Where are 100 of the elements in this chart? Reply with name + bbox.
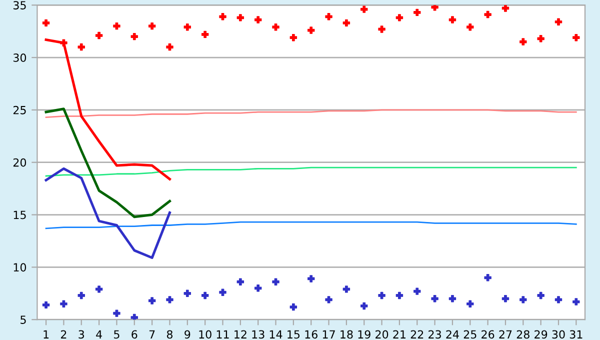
point [520, 296, 527, 304]
point [60, 39, 68, 46]
point [201, 292, 209, 300]
point [148, 22, 156, 30]
point [130, 314, 138, 320]
point [502, 5, 510, 12]
x-tick-label: 20 [376, 330, 388, 339]
point [42, 19, 50, 27]
x-tick-label: 31 [570, 330, 582, 339]
point [484, 10, 492, 18]
point [396, 14, 404, 22]
point [378, 26, 386, 33]
line-series [44, 38, 171, 180]
x-tick-label: 4 [96, 330, 102, 338]
x-tick-label: 9 [184, 330, 190, 339]
line-series [45, 166, 577, 177]
point [113, 310, 120, 317]
x-tick-label: 22 [410, 330, 424, 338]
point [290, 303, 298, 311]
x-tick-label: 3 [78, 330, 84, 339]
point [42, 301, 50, 309]
y-tick-label: 25 [13, 106, 26, 114]
point [60, 300, 68, 308]
y-tick-label: 35 [13, 1, 26, 10]
x-tick-label: 15 [288, 330, 300, 339]
point [113, 22, 120, 30]
point [378, 292, 386, 300]
y-tick-label: 10 [14, 263, 26, 272]
point [342, 19, 350, 27]
point [95, 286, 103, 293]
line-series [44, 167, 171, 259]
point [448, 295, 456, 302]
x-tick-label: 10 [199, 330, 212, 339]
x-tick-label: 18 [340, 330, 353, 339]
point [502, 295, 510, 302]
point [166, 43, 174, 51]
point [290, 34, 298, 42]
point [95, 32, 103, 40]
point [307, 275, 315, 282]
x-tick-label: 26 [482, 330, 494, 339]
line-series [45, 109, 577, 118]
y-tick-label: 5 [20, 316, 26, 324]
x-tick-label: 30 [552, 330, 565, 339]
point [219, 288, 226, 296]
point [414, 288, 421, 295]
y-tick-label: 15 [14, 210, 26, 220]
point [254, 16, 262, 24]
x-tick-label: 25 [464, 330, 476, 339]
y-tick-label: 20 [13, 158, 26, 167]
x-tick-label: 28 [516, 330, 530, 339]
point [130, 32, 138, 40]
point [325, 13, 332, 20]
point [554, 296, 562, 304]
y-tick-label: 30 [13, 53, 26, 62]
x-tick-label: 27 [499, 330, 512, 338]
x-tick-label: 12 [234, 330, 246, 338]
x-tick-label: 23 [428, 330, 441, 339]
point [360, 6, 368, 13]
point [572, 298, 580, 306]
point [254, 284, 262, 292]
point [78, 43, 85, 51]
x-tick-label: 13 [252, 330, 264, 339]
point [166, 296, 174, 304]
point [396, 292, 404, 300]
point [236, 278, 244, 286]
x-tick-label: 6 [132, 330, 138, 339]
point [554, 18, 562, 26]
line-series [45, 221, 577, 230]
point [520, 38, 527, 46]
point [272, 278, 280, 286]
point [236, 14, 244, 22]
x-tick-label: 17 [322, 330, 335, 338]
point [325, 296, 332, 304]
x-tick-label: 14 [270, 330, 282, 338]
point [148, 297, 156, 304]
x-tick-label: 5 [114, 330, 120, 339]
x-tick-label: 19 [358, 330, 370, 339]
x-tick-label: 21 [393, 330, 406, 338]
point [572, 34, 580, 42]
point [360, 302, 368, 310]
point [184, 24, 192, 31]
point [466, 24, 474, 31]
x-tick-label: 8 [166, 330, 173, 339]
line-series [44, 108, 171, 218]
point [342, 286, 350, 293]
point [78, 292, 85, 300]
point [537, 35, 544, 42]
point [537, 292, 544, 300]
point [414, 8, 421, 16]
point [219, 13, 226, 20]
point [466, 300, 474, 308]
point [307, 26, 315, 34]
x-tick-label: 29 [534, 330, 548, 339]
point [272, 24, 280, 31]
point [184, 290, 192, 297]
point [431, 5, 438, 11]
x-tick-label: 1 [44, 330, 49, 338]
point [201, 30, 209, 38]
x-tick-label: 11 [216, 330, 229, 338]
point [448, 16, 456, 24]
